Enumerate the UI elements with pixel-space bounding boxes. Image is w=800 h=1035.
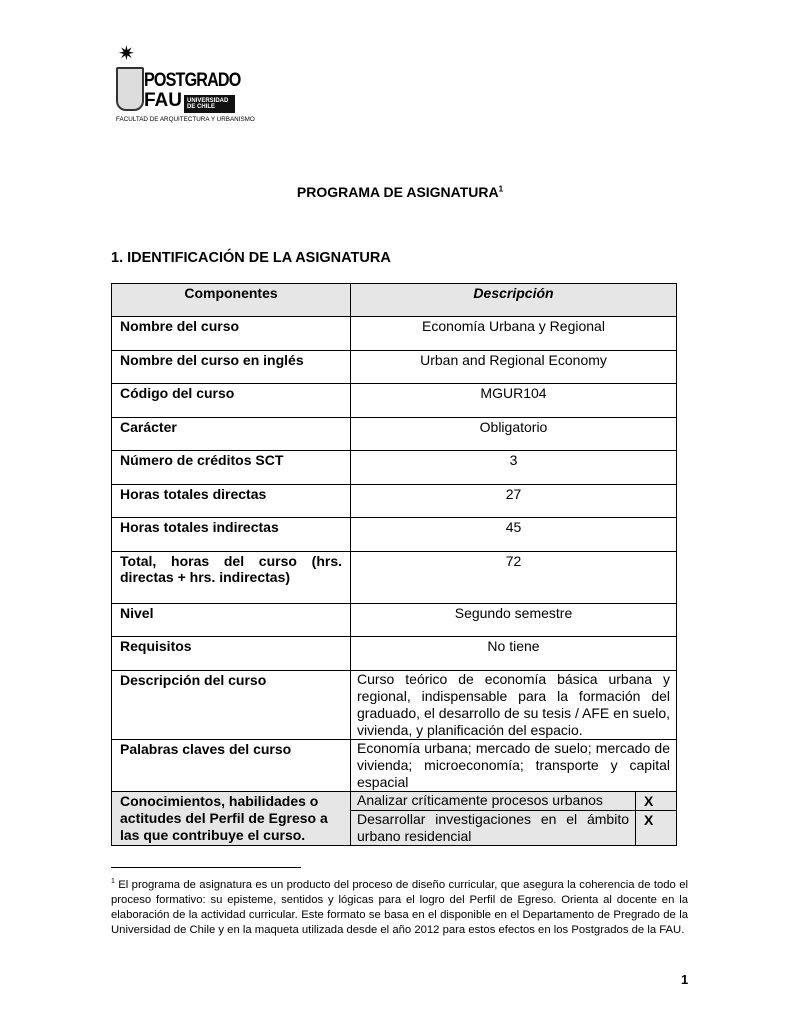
row-label: Carácter xyxy=(111,417,351,451)
row-label: Palabras claves del curso xyxy=(111,739,351,792)
row-value: No tiene xyxy=(350,636,677,671)
section-heading: 1. IDENTIFICACIÓN DE LA ASIGNATURA xyxy=(111,250,391,266)
logo-university: UNIVERSIDAD DE CHILE xyxy=(184,95,235,113)
row-value: Obligatorio xyxy=(350,417,677,451)
footnote-number: 1 xyxy=(111,878,115,885)
perfil-label: Conocimientos, habilidades o actitudes d… xyxy=(111,791,351,846)
perfil-mark: X xyxy=(635,810,677,846)
table-row: Palabras claves del curso Economía urbana… xyxy=(111,739,677,792)
footnote: 1 El programa de asignatura es un produc… xyxy=(111,874,688,938)
perfil-row: Desarrollar investigaciones en el ámbito… xyxy=(112,810,677,846)
table-row: Requisitos No tiene xyxy=(111,636,677,671)
table-row: Carácter Obligatorio xyxy=(111,417,677,451)
table-row: Código del curso MGUR104 xyxy=(111,383,677,418)
row-label: Número de créditos SCT xyxy=(111,450,351,485)
row-label: Total, horas del curso (hrs. directas + … xyxy=(111,551,351,604)
document-title: PROGRAMA DE ASIGNATURA1 xyxy=(0,184,800,200)
row-label: Código del curso xyxy=(111,383,351,418)
row-value: 72 xyxy=(350,551,677,604)
footnote-text: El programa de asignatura es un producto… xyxy=(111,878,688,936)
perfil-mark: X xyxy=(635,791,677,811)
row-value: Economía urbana; mercado de suelo; merca… xyxy=(350,739,677,792)
table-header: Componentes Descripción xyxy=(111,283,677,317)
perfil-row: Conocimientos, habilidades o actitudes d… xyxy=(111,791,677,846)
logo-title: POSTGRADO xyxy=(144,70,241,91)
page-number: 1 xyxy=(681,972,689,987)
table-row: Horas totales indirectas 45 xyxy=(111,517,677,552)
table-row: Nombre del curso Economía Urbana y Region… xyxy=(111,316,677,351)
perfil-item: Analizar críticamente procesos urbanos xyxy=(350,791,636,811)
table-row: Descripción del curso Curso teórico de ec… xyxy=(111,670,677,740)
shield-emblem xyxy=(116,67,144,111)
table-row: Nivel Segundo semestre xyxy=(111,603,677,637)
row-label: Horas totales indirectas xyxy=(111,517,351,552)
row-value: MGUR104 xyxy=(350,383,677,418)
row-value: 45 xyxy=(350,517,677,552)
row-value: 27 xyxy=(350,484,677,518)
table-row: Nombre del curso en inglés Urban and Regi… xyxy=(111,350,677,384)
row-label: Nombre del curso en inglés xyxy=(111,350,351,384)
row-label: Requisitos xyxy=(111,636,351,671)
perfil-item: Desarrollar investigaciones en el ámbito… xyxy=(350,810,636,846)
course-table: Componentes Descripción Nombre del curso… xyxy=(111,283,677,846)
logo-sub: FAU xyxy=(144,90,182,111)
table-row: Total, horas del curso (hrs. directas + … xyxy=(111,551,677,604)
row-label: Descripción del curso xyxy=(111,670,351,740)
header-componentes: Componentes xyxy=(111,283,351,317)
sun-star-icon: ✷ xyxy=(118,43,135,65)
row-label: Nivel xyxy=(111,603,351,637)
row-value: 3 xyxy=(350,450,677,485)
title-text: PROGRAMA DE ASIGNATURA xyxy=(296,184,499,200)
row-label: Horas totales directas xyxy=(111,484,351,518)
table-row: Horas totales directas 27 xyxy=(111,484,677,518)
row-label: Nombre del curso xyxy=(111,316,351,351)
footnote-ref: 1 xyxy=(498,184,504,194)
footnote-separator xyxy=(111,867,301,868)
row-value: Curso teórico de economía básica urbana … xyxy=(350,670,677,740)
row-value: Economía Urbana y Regional xyxy=(350,316,677,351)
row-value: Urban and Regional Economy xyxy=(350,350,677,384)
postgrado-fau-logo: ✷ POSTGRADO FAU UNIVERSIDAD DE CHILE FAC… xyxy=(110,43,255,130)
logo-faculty: FACULTAD DE ARQUITECTURA Y URBANISMO xyxy=(116,116,255,123)
header-descripcion: Descripción xyxy=(350,283,677,317)
table-row: Número de créditos SCT 3 xyxy=(111,450,677,485)
row-value: Segundo semestre xyxy=(350,603,677,637)
